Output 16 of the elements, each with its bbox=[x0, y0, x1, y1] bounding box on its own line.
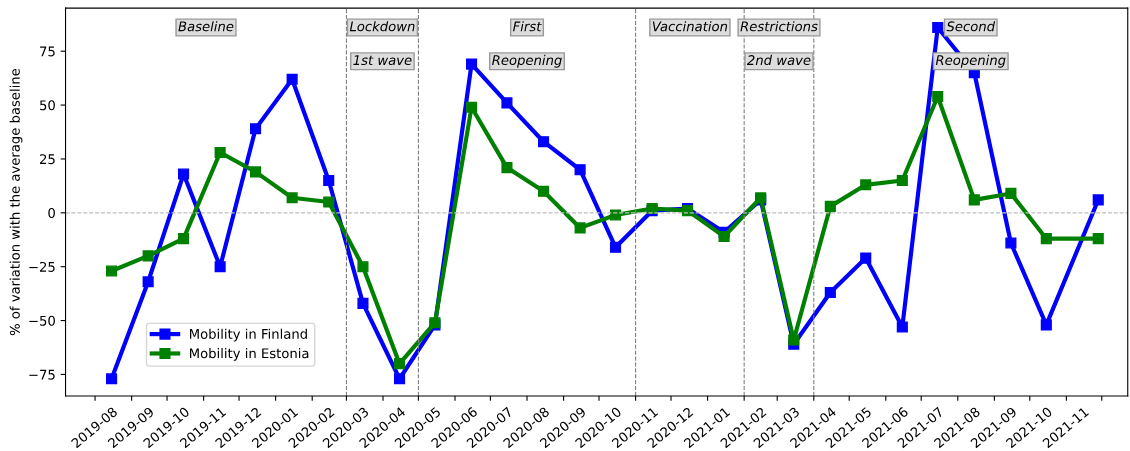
text: Lockdown 1st wave bbox=[349, 21, 415, 66]
y-tick-label: −25 bbox=[29, 261, 55, 272]
y-tick-label: −75 bbox=[29, 369, 55, 380]
text: Restrictions 2nd wave bbox=[740, 21, 818, 66]
y-tick-label: 0 bbox=[48, 208, 55, 219]
legend-label: Mobility in Finland bbox=[190, 328, 307, 342]
y-tick-label: 25 bbox=[39, 154, 55, 165]
text: First Reopening bbox=[492, 21, 562, 68]
y-tick-label: 50 bbox=[40, 100, 55, 111]
text: Second Reopening bbox=[935, 21, 1006, 68]
y-axis-title: % of variation with the average baseline bbox=[9, 68, 23, 336]
annotation: Baseline bbox=[178, 21, 234, 32]
legend-label: Mobility in Estonia bbox=[190, 348, 309, 361]
y-tick-label: −50 bbox=[29, 315, 55, 326]
y-tick-label: 75 bbox=[40, 46, 55, 57]
annotation: Vaccination bbox=[652, 21, 728, 32]
